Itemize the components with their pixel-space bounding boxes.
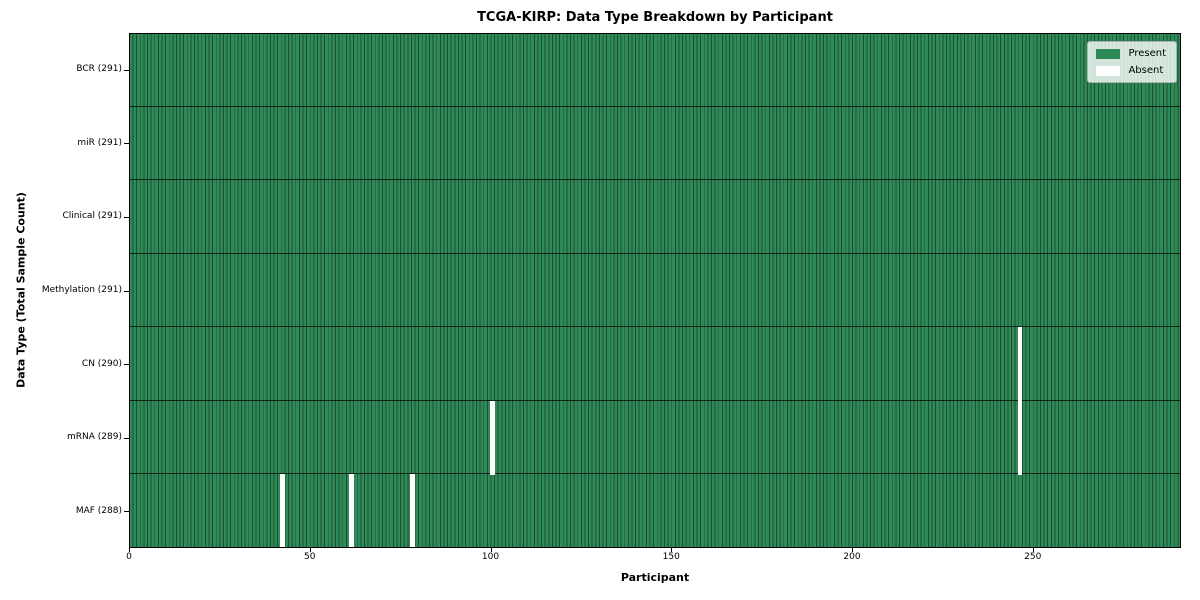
x-tick-mark: [129, 548, 130, 552]
x-tick-mark: [309, 548, 311, 552]
x-tick-mark: [852, 548, 854, 552]
y-tick-mark: [124, 216, 129, 218]
x-tick-label-50: 50: [304, 552, 316, 562]
heatmap-row-Methylation: [129, 254, 1181, 328]
absent-swatch-icon: [1096, 65, 1121, 76]
legend-label-present: Present: [1128, 48, 1166, 59]
y-tick-mark: [124, 290, 129, 292]
chart-title: TCGA-KIRP: Data Type Breakdown by Partic…: [477, 10, 833, 25]
x-tick-mark: [671, 548, 673, 552]
absent-cell-MAF-42: [280, 474, 285, 548]
plot-area: Present Absent: [129, 33, 1181, 548]
absent-cell-mRNA-246: [1017, 400, 1023, 476]
legend-entry-present: Present: [1096, 48, 1166, 59]
absent-cell-MAF-61: [349, 474, 354, 548]
absent-cell-mRNA-100: [490, 400, 495, 476]
present-swatch-icon: [1096, 48, 1121, 59]
x-tick-label-0: 0: [126, 552, 132, 562]
legend-entry-absent: Absent: [1096, 65, 1166, 76]
y-tick-label-CN: CN (290): [81, 358, 122, 369]
y-tick-label-mRNA: mRNA (289): [67, 432, 122, 443]
heatmap-row-CN: [129, 327, 1181, 401]
heatmap-row-mRNA: [129, 401, 1181, 475]
x-axis-title: Participant: [620, 571, 690, 584]
x-tick-label-200: 200: [843, 552, 861, 562]
y-tick-mark: [124, 364, 129, 366]
y-tick-mark: [124, 437, 129, 439]
heatmap-row-miR: [129, 107, 1181, 181]
y-tick-label-Clinical: Clinical (291): [62, 211, 122, 222]
y-tick-mark: [124, 511, 129, 513]
y-tick-mark: [124, 143, 129, 145]
x-tick-mark: [490, 548, 492, 552]
legend: Present Absent: [1087, 41, 1177, 83]
x-tick-label-150: 150: [662, 552, 680, 562]
heatmap-row-Clinical: [129, 180, 1181, 254]
y-tick-mark: [124, 69, 129, 71]
y-tick-label-MAF: MAF (288): [75, 505, 122, 516]
x-tick-mark: [1032, 548, 1034, 552]
y-tick-label-miR: miR (291): [77, 137, 122, 148]
absent-cell-MAF-78: [410, 474, 416, 548]
legend-label-absent: Absent: [1128, 65, 1164, 76]
heatmap-row-BCR: [129, 33, 1181, 107]
y-tick-label-BCR: BCR (291): [76, 64, 122, 75]
absent-cell-CN-246: [1017, 327, 1023, 402]
absent-bars-layer: [129, 33, 1181, 548]
y-tick-label-Methylation: Methylation (291): [41, 285, 122, 295]
x-tick-label-250: 250: [1024, 552, 1042, 562]
heatmap-grid: [129, 33, 1181, 548]
x-tick-label-100: 100: [481, 552, 500, 562]
